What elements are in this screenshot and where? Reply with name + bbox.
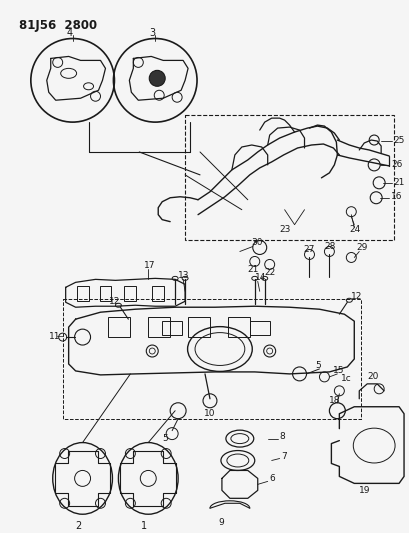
- Text: 26: 26: [391, 160, 402, 169]
- Text: 22: 22: [265, 268, 276, 277]
- Text: 5: 5: [315, 361, 321, 370]
- Bar: [108, 317, 130, 337]
- Text: 5: 5: [162, 434, 168, 443]
- Bar: [250, 321, 270, 335]
- Text: 24: 24: [349, 225, 361, 234]
- Text: 11: 11: [49, 332, 60, 341]
- Text: 3: 3: [149, 28, 155, 37]
- Text: 12: 12: [108, 297, 120, 306]
- Text: 21: 21: [393, 179, 405, 187]
- Text: 15: 15: [333, 366, 345, 375]
- Text: 30: 30: [252, 238, 263, 247]
- Bar: [63, 299, 361, 419]
- Text: 7: 7: [282, 452, 288, 461]
- Bar: [99, 286, 111, 301]
- Text: 28: 28: [324, 242, 336, 251]
- Text: 23: 23: [280, 225, 291, 234]
- Bar: [124, 286, 136, 301]
- Text: 25: 25: [393, 135, 405, 144]
- Text: 20: 20: [367, 373, 379, 382]
- Text: 18: 18: [329, 396, 341, 405]
- Text: 2: 2: [76, 521, 82, 531]
- Text: 27: 27: [303, 245, 315, 254]
- Text: 29: 29: [356, 243, 368, 252]
- Text: 10: 10: [204, 409, 216, 418]
- Text: 81J56  2800: 81J56 2800: [19, 19, 97, 31]
- Text: 16: 16: [391, 192, 402, 201]
- Text: 14: 14: [255, 273, 266, 282]
- Text: 6: 6: [270, 474, 275, 483]
- Text: 21: 21: [248, 265, 259, 274]
- Text: 17: 17: [144, 261, 156, 270]
- Text: 1c: 1c: [342, 374, 352, 383]
- Text: 8: 8: [280, 432, 285, 441]
- Text: 19: 19: [359, 486, 371, 495]
- Text: 13: 13: [178, 271, 190, 280]
- Bar: [188, 317, 210, 337]
- Bar: [76, 286, 89, 301]
- Bar: [228, 317, 250, 337]
- Text: 9: 9: [218, 518, 224, 527]
- Text: 1: 1: [141, 521, 147, 531]
- Bar: [152, 286, 164, 301]
- Circle shape: [149, 70, 165, 86]
- Bar: [162, 321, 182, 335]
- Bar: [148, 317, 170, 337]
- Bar: [185, 115, 394, 239]
- Text: 12: 12: [351, 292, 363, 301]
- Text: 4: 4: [67, 28, 73, 37]
